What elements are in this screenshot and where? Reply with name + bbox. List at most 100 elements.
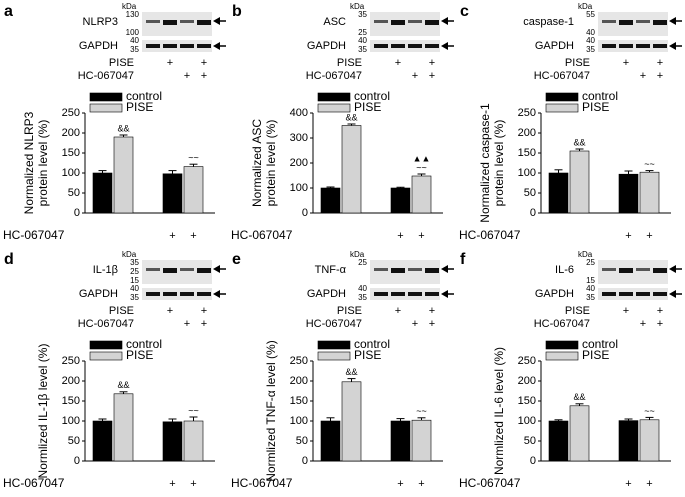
y-tick-label: 150 bbox=[62, 147, 80, 159]
arrow-head bbox=[669, 42, 676, 50]
blot-band bbox=[163, 44, 177, 48]
bar bbox=[162, 421, 183, 462]
marker-label: 35 bbox=[130, 293, 139, 302]
blot-band bbox=[146, 20, 160, 23]
blot-band bbox=[602, 292, 616, 296]
row-label: PISE bbox=[337, 305, 362, 317]
row-sign: + bbox=[623, 57, 629, 69]
protein-name: caspase-1 bbox=[523, 16, 574, 28]
row-label: PISE bbox=[109, 57, 134, 69]
legend-swatch bbox=[317, 92, 351, 102]
annotation: && bbox=[345, 112, 357, 122]
panel-label: d bbox=[4, 251, 14, 268]
legend-label: PISE bbox=[582, 100, 609, 114]
blot-band bbox=[163, 292, 177, 296]
blot-unit: kDa bbox=[350, 2, 365, 11]
blot-band bbox=[197, 268, 211, 273]
bar bbox=[390, 187, 411, 214]
row-sign: + bbox=[201, 305, 207, 317]
legend-label: PISE bbox=[582, 348, 609, 362]
marker-label: 15 bbox=[586, 276, 595, 285]
blot-band bbox=[636, 44, 650, 48]
protein-name: IL-1β bbox=[93, 264, 118, 276]
arrow-head bbox=[441, 17, 448, 25]
legend-swatch bbox=[545, 351, 579, 361]
blot-band bbox=[180, 20, 194, 23]
marker-label: 40 bbox=[586, 36, 595, 45]
blot-band bbox=[602, 20, 616, 23]
blot-band bbox=[425, 20, 439, 25]
protein-name: GAPDH bbox=[535, 288, 574, 300]
panel-label: f bbox=[460, 251, 466, 268]
blot-band bbox=[619, 292, 633, 296]
protein-name: ASC bbox=[323, 16, 346, 28]
marker-label: 35 bbox=[586, 293, 595, 302]
blot-band bbox=[163, 268, 177, 273]
blot-band bbox=[197, 20, 211, 25]
panel-label: e bbox=[232, 251, 241, 268]
y-axis-title: Normlized IL-1β level (%) bbox=[36, 344, 50, 479]
marker-label: 35 bbox=[358, 10, 367, 19]
marker-label: 15 bbox=[130, 276, 139, 285]
row-sign: + bbox=[657, 70, 663, 82]
row-sign: + bbox=[184, 318, 190, 330]
blot-band bbox=[619, 268, 633, 273]
protein-name: GAPDH bbox=[307, 288, 346, 300]
marker-label: 130 bbox=[126, 10, 140, 19]
marker-label: 40 bbox=[358, 36, 367, 45]
x-row-label: HC-067047 bbox=[459, 228, 521, 242]
annotation: && bbox=[573, 137, 585, 147]
marker-label: 40 bbox=[130, 36, 139, 45]
blot-band bbox=[408, 44, 422, 48]
arrow-head bbox=[213, 42, 220, 50]
y-axis-title: Normlized TNF-α level (%) bbox=[264, 340, 278, 481]
y-tick-label: 50 bbox=[68, 435, 80, 447]
blot-unit: kDa bbox=[122, 2, 137, 11]
x-row-sign: + bbox=[418, 478, 424, 490]
legend-swatch bbox=[89, 340, 123, 350]
y-tick-label: 100 bbox=[518, 415, 536, 427]
y-tick-label: 50 bbox=[68, 187, 80, 199]
bar bbox=[569, 405, 590, 462]
x-row-sign: + bbox=[625, 478, 631, 490]
y-axis-title: protein level (%) bbox=[264, 120, 278, 207]
legend-swatch bbox=[317, 340, 351, 350]
row-sign: + bbox=[429, 57, 435, 69]
legend-swatch bbox=[545, 92, 579, 102]
protein-name: IL-6 bbox=[555, 264, 574, 276]
row-sign: + bbox=[429, 318, 435, 330]
row-sign: + bbox=[201, 318, 207, 330]
blot-band bbox=[425, 268, 439, 273]
blot-band bbox=[146, 292, 160, 296]
y-tick-label: 200 bbox=[62, 127, 80, 139]
y-tick-label: 150 bbox=[518, 395, 536, 407]
bar bbox=[569, 150, 590, 214]
blot-band bbox=[180, 44, 194, 48]
arrow-head bbox=[213, 17, 220, 25]
marker-label: 40 bbox=[586, 284, 595, 293]
y-tick-label: 0 bbox=[530, 455, 536, 467]
marker-label: 40 bbox=[586, 28, 595, 37]
annotation: ~~ bbox=[188, 153, 199, 163]
y-axis-title: Normlized IL-6 level (%) bbox=[492, 347, 506, 475]
bar bbox=[113, 136, 134, 214]
y-tick-label: 100 bbox=[290, 182, 308, 194]
y-tick-label: 0 bbox=[302, 207, 308, 219]
x-row-sign: + bbox=[397, 478, 403, 490]
blot-band bbox=[636, 268, 650, 271]
marker-label: 35 bbox=[130, 45, 139, 54]
x-row-sign: + bbox=[625, 230, 631, 242]
annotation: && bbox=[573, 392, 585, 402]
panel-label: c bbox=[460, 3, 469, 20]
legend-swatch bbox=[545, 340, 579, 350]
marker-label: 100 bbox=[126, 28, 140, 37]
marker-label: 35 bbox=[358, 45, 367, 54]
marker-label: 25 bbox=[586, 258, 595, 267]
blot-band bbox=[391, 44, 405, 48]
y-tick-label: 200 bbox=[518, 375, 536, 387]
bar bbox=[618, 420, 639, 462]
y-axis-title: Normalized NLRP3 bbox=[22, 111, 36, 214]
x-row-sign: + bbox=[190, 230, 196, 242]
legend-swatch bbox=[89, 92, 123, 102]
